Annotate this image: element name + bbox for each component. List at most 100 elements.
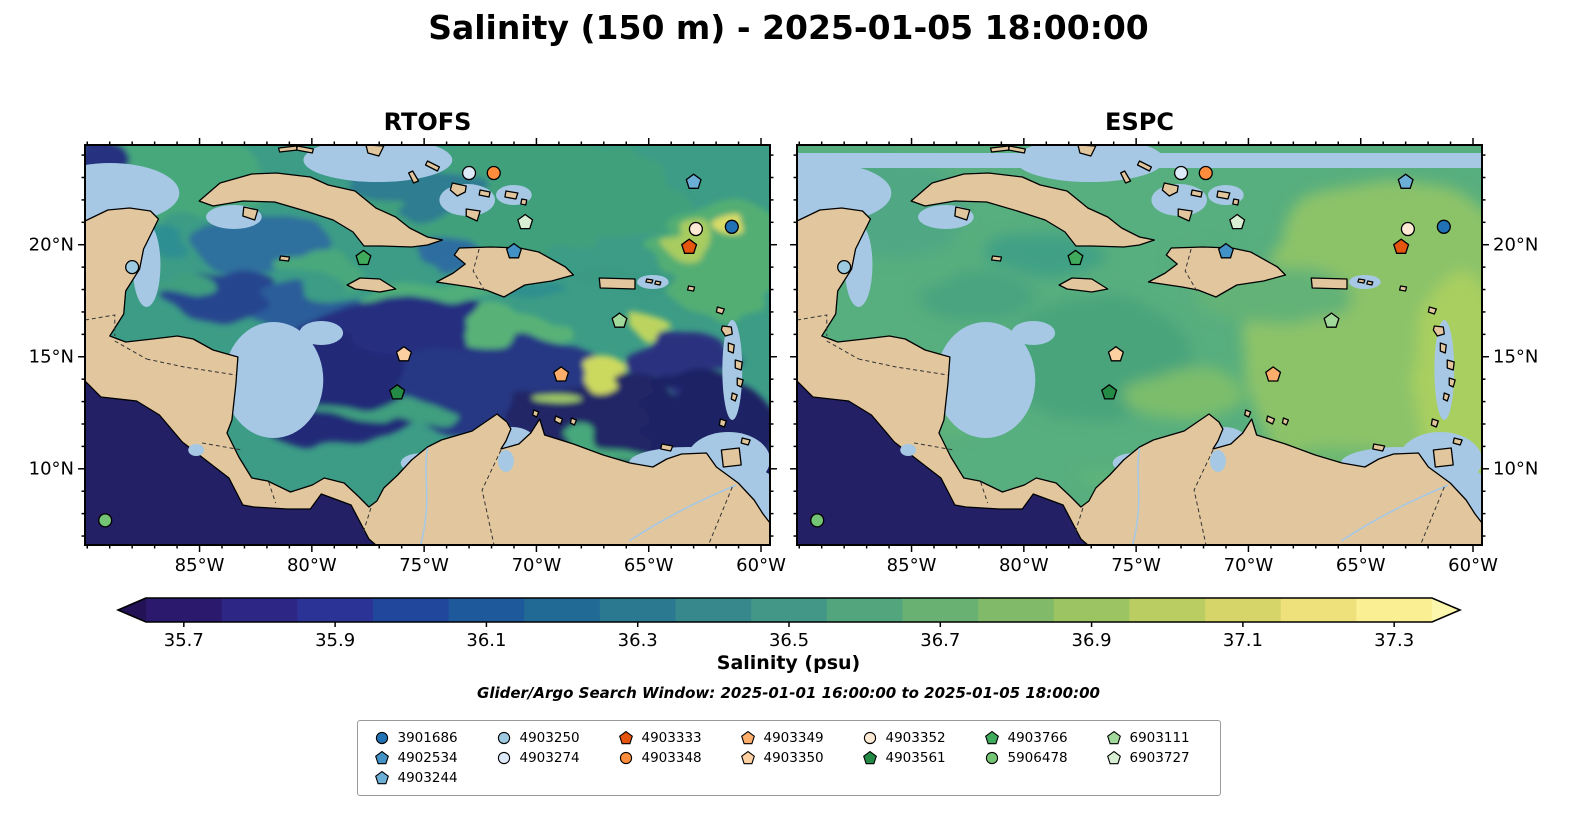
colorbar-tick-label: 37.3 — [1374, 630, 1415, 651]
lat-tick-label: 15°N — [1493, 346, 1539, 368]
float-marker-5906478 — [98, 513, 113, 528]
float-marker-4903333 — [1392, 238, 1410, 254]
legend-float-id: 4903350 — [763, 750, 824, 766]
legend-float-id: 3901686 — [397, 730, 458, 746]
colorbar-gradient — [115, 597, 1463, 627]
circle-marker-icon — [863, 731, 876, 745]
circle-marker-icon — [619, 751, 632, 765]
float-marker-4903244 — [1397, 173, 1414, 189]
lon-tick-label: 65°W — [1335, 555, 1386, 576]
panel-title-rtofs: RTOFS — [383, 108, 472, 136]
map-panel-espc — [790, 138, 1489, 552]
legend-column: 3901686 4902534 4903244 — [374, 730, 472, 786]
float-marker-4903561 — [1101, 383, 1118, 400]
axis-ticks-rtofs — [78, 138, 777, 552]
map-panel-rtofs — [78, 138, 777, 552]
legend-column: 4903333 4903348 — [618, 730, 716, 786]
legend-item-6903111: 6903111 — [1106, 730, 1204, 746]
lon-tick-label: 60°W — [1448, 555, 1498, 576]
float-marker-4903766 — [355, 249, 372, 266]
legend-column: 4903349 4903350 — [740, 730, 838, 786]
float-marker-4903333 — [680, 238, 698, 254]
float-marker-4903274 — [461, 165, 477, 181]
float-marker-4902534 — [505, 242, 523, 259]
legend-column: 6903111 6903727 — [1106, 730, 1204, 786]
circle-marker-icon — [497, 751, 510, 765]
float-marker-4902534 — [1217, 242, 1235, 259]
colorbar-label: Salinity (psu) — [716, 652, 861, 674]
lat-tick-label: 15°N — [28, 346, 74, 368]
float-marker-4903274 — [1173, 165, 1189, 181]
float-marker-3901686 — [724, 219, 739, 234]
legend-float-id: 4903766 — [1007, 730, 1068, 746]
float-marker-6903727 — [1229, 213, 1246, 230]
lon-tick-label: 85°W — [886, 555, 937, 576]
legend-column: 4903352 4903561 — [862, 730, 960, 786]
lat-tick-label: 20°N — [28, 234, 74, 256]
search-window-caption: Glider/Argo Search Window: 2025-01-01 16… — [477, 684, 1100, 702]
map-frame — [796, 144, 1483, 546]
circle-marker-icon — [375, 731, 388, 745]
float-marker-4903250 — [837, 259, 852, 275]
colorbar-tick-label: 36.9 — [1071, 630, 1112, 651]
lon-tick-label: 65°W — [623, 555, 674, 576]
legend-float-id: 4903352 — [885, 730, 946, 746]
float-marker-4903350 — [395, 345, 413, 362]
pentagon-marker-icon — [740, 730, 755, 745]
lat-tick-label: 20°N — [1493, 234, 1539, 256]
lon-tick-label: 60°W — [736, 555, 786, 576]
legend-float-id: 4903250 — [519, 730, 580, 746]
float-markers-rtofs — [98, 165, 739, 528]
legend-float-id: 4903333 — [641, 730, 702, 746]
legend-item-4902534: 4902534 — [374, 750, 472, 766]
lon-tick-label: 70°W — [511, 555, 562, 576]
pentagon-marker-icon — [984, 730, 999, 745]
pentagon-marker-icon — [374, 750, 389, 765]
legend-item-5906478: 5906478 — [984, 750, 1082, 766]
float-marker-4903352 — [1400, 221, 1415, 237]
circle-marker-icon — [985, 751, 998, 765]
float-marker-4903766 — [1067, 249, 1084, 266]
float-marker-4903350 — [1107, 345, 1125, 362]
float-marker-4903250 — [125, 259, 140, 275]
float-marker-4903348 — [1198, 165, 1213, 181]
legend-float-id: 6903727 — [1129, 750, 1190, 766]
legend-item-3901686: 3901686 — [374, 730, 472, 746]
lat-tick-label: 10°N — [1493, 458, 1539, 480]
float-markers-espc — [810, 165, 1451, 528]
float-marker-4903352 — [688, 221, 703, 237]
colorbar-tick-label: 37.1 — [1222, 630, 1263, 651]
float-legend: 3901686 4902534 4903244 4903250 4903274 49033… — [356, 720, 1221, 796]
legend-float-id: 6903111 — [1129, 730, 1190, 746]
lon-tick-label: 85°W — [174, 555, 225, 576]
legend-item-4903274: 4903274 — [496, 750, 594, 766]
pacific-water — [85, 381, 376, 545]
legend-item-4903350: 4903350 — [740, 750, 838, 766]
lon-tick-label: 80°W — [286, 555, 337, 576]
lon-tick-label: 75°W — [399, 555, 449, 576]
float-marker-4903244 — [685, 173, 702, 189]
legend-item-4903352: 4903352 — [862, 730, 960, 746]
float-marker-6903727 — [517, 213, 534, 230]
pentagon-marker-icon — [1106, 750, 1121, 765]
legend-float-id: 5906478 — [1007, 750, 1068, 766]
lon-tick-label: 80°W — [998, 555, 1049, 576]
float-marker-3901686 — [1436, 219, 1451, 234]
float-marker-5906478 — [810, 513, 825, 528]
float-marker-4903349 — [553, 366, 570, 382]
colorbar-tick-label: 36.1 — [466, 630, 507, 651]
lon-tick-label: 70°W — [1223, 555, 1274, 576]
legend-float-id: 4903348 — [641, 750, 702, 766]
axis-ticks-espc — [790, 138, 1489, 552]
legend-float-id: 4903349 — [763, 730, 824, 746]
float-marker-4903348 — [486, 165, 501, 181]
lon-tick-label: 75°W — [1111, 555, 1161, 576]
pentagon-marker-icon — [374, 770, 389, 785]
pacific-water — [797, 381, 1088, 545]
colorbar-tick-label: 35.7 — [163, 630, 204, 651]
legend-float-id: 4903274 — [519, 750, 580, 766]
pentagon-marker-icon — [618, 730, 633, 745]
pentagon-marker-icon — [1106, 730, 1121, 745]
legend-item-6903727: 6903727 — [1106, 750, 1204, 766]
